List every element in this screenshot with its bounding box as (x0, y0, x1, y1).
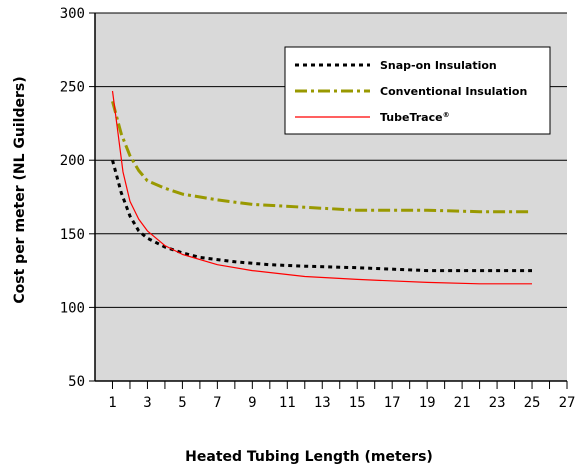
x-tick-labels: 1 3 5 7 9 11 13 15 17 19 21 23 25 27 (108, 395, 575, 411)
x-tick-label-5: 5 (178, 395, 186, 411)
series-line-conventional-insulation (111, 100, 532, 214)
x-tick-label-9: 9 (248, 395, 256, 411)
series-layer (111, 90, 532, 285)
legend-label-snap-on-insulation: Snap-on Insulation (380, 59, 497, 72)
legend-label-tubetrace: TubeTrace® (380, 111, 450, 124)
axes (89, 12, 568, 389)
legend: Snap-on Insulation Conventional Insulatio… (284, 46, 551, 135)
x-tick-label-15: 15 (349, 395, 366, 411)
y-tick-label-250: 250 (60, 80, 85, 96)
x-tick-label-23: 23 (489, 395, 506, 411)
x-tick-label-13: 13 (314, 395, 331, 411)
y-tick-label-200: 200 (60, 153, 85, 169)
x-tick-label-25: 25 (524, 395, 541, 411)
y-axis-title: Cost per meter (NL Guilders) (12, 76, 28, 303)
x-tick-label-27: 27 (559, 395, 576, 411)
x-tick-label-19: 19 (419, 395, 436, 411)
y-tick-label-50: 50 (68, 374, 85, 390)
x-tick-label-1: 1 (108, 395, 116, 411)
legend-label-suffix: ® (443, 111, 450, 119)
y-tick-label-100: 100 (60, 300, 85, 316)
x-tick-label-11: 11 (279, 395, 296, 411)
series-line-tubetrace (111, 90, 532, 285)
x-tick-label-17: 17 (384, 395, 401, 411)
y-tick-label-300: 300 (60, 6, 85, 22)
x-tick-label-7: 7 (213, 395, 221, 411)
legend-label-conventional-insulation: Conventional Insulation (380, 85, 527, 98)
x-tick-label-21: 21 (454, 395, 471, 411)
x-tick-label-3: 3 (143, 395, 151, 411)
y-tick-labels: 50 100 150 200 250 300 (60, 6, 85, 390)
y-tick-label-150: 150 (60, 227, 85, 243)
x-axis-title: Heated Tubing Length (meters) (185, 449, 433, 465)
